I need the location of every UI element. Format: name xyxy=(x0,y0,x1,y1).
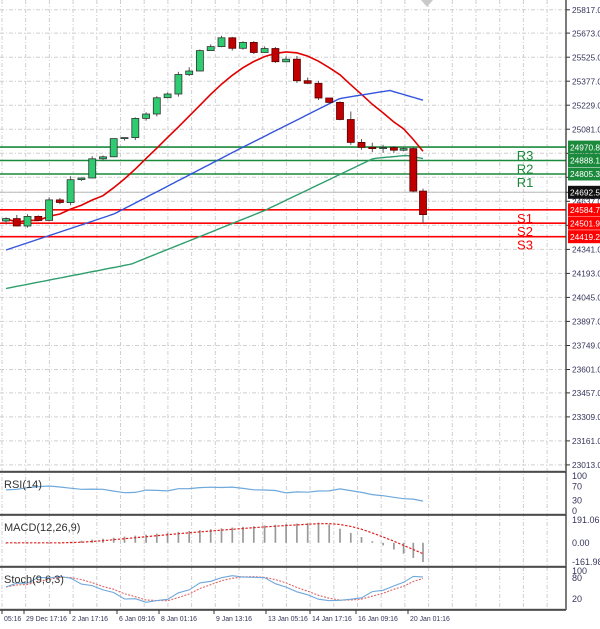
svg-text:24045.0: 24045.0 xyxy=(572,293,600,303)
svg-text:25817.0: 25817.0 xyxy=(572,5,600,15)
svg-text:24970.8: 24970.8 xyxy=(570,142,600,152)
svg-text:R1: R1 xyxy=(517,175,534,190)
svg-text:23013.0: 23013.0 xyxy=(572,460,600,470)
svg-text:25673.0: 25673.0 xyxy=(572,28,600,38)
svg-text:29 Dec 17:16: 29 Dec 17:16 xyxy=(26,616,67,623)
svg-text:20 Jan 01:16: 20 Jan 01:16 xyxy=(410,616,450,623)
svg-text:23161.0: 23161.0 xyxy=(572,436,600,446)
svg-text:0.00: 0.00 xyxy=(572,538,590,548)
svg-text:20: 20 xyxy=(572,594,582,604)
svg-text:16 Jan 09:16: 16 Jan 09:16 xyxy=(358,616,398,623)
svg-text:24584.7: 24584.7 xyxy=(570,205,600,215)
svg-text:23897.0: 23897.0 xyxy=(572,317,600,327)
svg-text:25081.0: 25081.0 xyxy=(572,124,600,134)
svg-text:05:16: 05:16 xyxy=(4,616,21,623)
svg-text:23601.0: 23601.0 xyxy=(572,365,600,375)
svg-text:24193.0: 24193.0 xyxy=(572,269,600,279)
svg-text:MACD(12,26,9): MACD(12,26,9) xyxy=(4,522,80,534)
svg-text:80: 80 xyxy=(572,573,582,583)
svg-text:25229.0: 25229.0 xyxy=(572,100,600,110)
svg-text:25525.0: 25525.0 xyxy=(572,52,600,62)
svg-text:RSI(14): RSI(14) xyxy=(4,479,42,491)
svg-text:24341.0: 24341.0 xyxy=(572,245,600,255)
svg-text:24692.5: 24692.5 xyxy=(570,188,600,198)
svg-text:2 Jan 17:16: 2 Jan 17:16 xyxy=(72,616,108,623)
svg-text:13 Jan 05:16: 13 Jan 05:16 xyxy=(268,616,308,623)
svg-text:25377.0: 25377.0 xyxy=(572,76,600,86)
svg-text:70: 70 xyxy=(572,482,582,492)
svg-text:30: 30 xyxy=(572,496,582,506)
svg-text:8 Jan 01:16: 8 Jan 01:16 xyxy=(161,616,197,623)
svg-text:24419.2: 24419.2 xyxy=(570,232,600,242)
svg-text:24805.3: 24805.3 xyxy=(570,169,600,179)
svg-text:6 Jan 09:16: 6 Jan 09:16 xyxy=(119,616,155,623)
svg-text:14 Jan 17:16: 14 Jan 17:16 xyxy=(312,616,352,623)
svg-text:S3: S3 xyxy=(517,238,533,253)
svg-text:23457.0: 23457.0 xyxy=(572,388,600,398)
svg-text:24888.1: 24888.1 xyxy=(570,156,600,166)
svg-text:23309.0: 23309.0 xyxy=(572,412,600,422)
svg-text:Stoch(9,6,3): Stoch(9,6,3) xyxy=(4,574,64,586)
svg-text:191.06: 191.06 xyxy=(572,515,600,525)
svg-text:24501.9: 24501.9 xyxy=(570,218,600,228)
svg-text:9 Jan 13:16: 9 Jan 13:16 xyxy=(216,616,252,623)
svg-text:23749.0: 23749.0 xyxy=(572,341,600,351)
svg-text:100: 100 xyxy=(572,471,587,481)
